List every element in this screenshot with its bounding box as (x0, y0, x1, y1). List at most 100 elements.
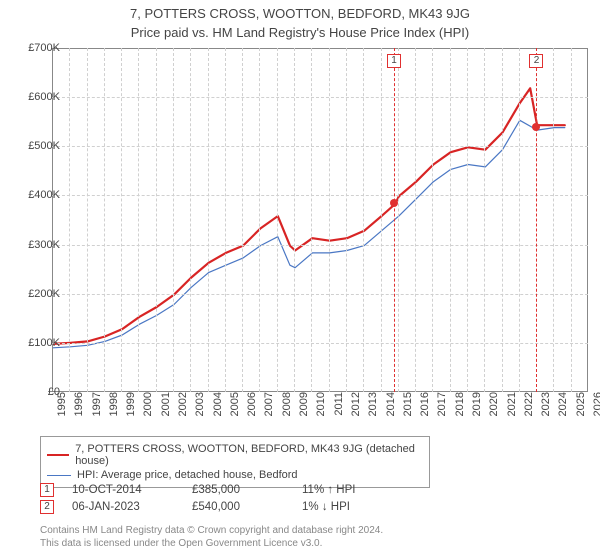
gridline-h (52, 343, 588, 344)
gridline-v (311, 48, 312, 392)
x-tick-label: 2009 (298, 392, 310, 426)
y-tick-label: £0 (10, 386, 60, 398)
series-hpi-line (53, 120, 565, 347)
x-tick-label: 1997 (91, 392, 103, 426)
gridline-v (173, 48, 174, 392)
x-tick-label: 2012 (350, 392, 362, 426)
gridline-v (190, 48, 191, 392)
sale-marker-box: 1 (387, 54, 401, 68)
x-tick-label: 2020 (488, 392, 500, 426)
gridline-v (138, 48, 139, 392)
gridline-v (294, 48, 295, 392)
x-tick-label: 2003 (194, 392, 206, 426)
gridline-h (52, 195, 588, 196)
x-tick-label: 2007 (263, 392, 275, 426)
x-tick-label: 2015 (402, 392, 414, 426)
x-tick-label: 2025 (575, 392, 587, 426)
gridline-v (69, 48, 70, 392)
gridline-v (398, 48, 399, 392)
chart-title: 7, POTTERS CROSS, WOOTTON, BEDFORD, MK43… (0, 6, 600, 21)
sale-delta: 1% ↓ HPI (302, 501, 402, 513)
sale-delta: 11% ↑ HPI (302, 484, 402, 496)
gridline-h (52, 146, 588, 147)
gridline-v (121, 48, 122, 392)
y-tick-label: £100K (10, 337, 60, 349)
chart-container: 7, POTTERS CROSS, WOOTTON, BEDFORD, MK43… (0, 0, 600, 560)
sale-price: £385,000 (192, 484, 302, 496)
sale-marker-dot (390, 199, 398, 207)
gridline-v (346, 48, 347, 392)
x-tick-label: 1999 (125, 392, 137, 426)
table-row: 2 06-JAN-2023 £540,000 1% ↓ HPI (40, 500, 402, 514)
sale-date: 06-JAN-2023 (72, 501, 192, 513)
sale-marker-box: 2 (529, 54, 543, 68)
legend-row: 7, POTTERS CROSS, WOOTTON, BEDFORD, MK43… (47, 443, 423, 467)
sale-marker-icon: 1 (40, 483, 54, 497)
plot-area (52, 48, 588, 392)
gridline-v (363, 48, 364, 392)
gridline-h (52, 245, 588, 246)
legend-swatch (47, 475, 71, 476)
x-tick-label: 2016 (419, 392, 431, 426)
x-tick-label: 2023 (540, 392, 552, 426)
gridline-v (415, 48, 416, 392)
x-tick-label: 2008 (281, 392, 293, 426)
y-tick-label: £300K (10, 239, 60, 251)
footer-line: Contains HM Land Registry data © Crown c… (40, 524, 383, 537)
x-tick-label: 2002 (177, 392, 189, 426)
y-tick-label: £200K (10, 288, 60, 300)
x-tick-label: 1996 (73, 392, 85, 426)
gridline-v (242, 48, 243, 392)
table-row: 1 10-OCT-2014 £385,000 11% ↑ HPI (40, 483, 402, 497)
gridline-v (502, 48, 503, 392)
legend-swatch (47, 454, 69, 456)
x-tick-label: 2005 (229, 392, 241, 426)
sale-price: £540,000 (192, 501, 302, 513)
gridline-v (571, 48, 572, 392)
gridline-v (329, 48, 330, 392)
gridline-v (381, 48, 382, 392)
x-tick-label: 1998 (108, 392, 120, 426)
x-tick-label: 2004 (212, 392, 224, 426)
x-tick-label: 2019 (471, 392, 483, 426)
x-tick-label: 2000 (142, 392, 154, 426)
gridline-v (259, 48, 260, 392)
x-tick-label: 2013 (367, 392, 379, 426)
gridline-v (104, 48, 105, 392)
sale-date: 10-OCT-2014 (72, 484, 192, 496)
gridline-v (519, 48, 520, 392)
gridline-v (208, 48, 209, 392)
x-tick-label: 2022 (523, 392, 535, 426)
y-tick-label: £600K (10, 91, 60, 103)
x-tick-label: 2010 (315, 392, 327, 426)
sale-marker-icon: 2 (40, 500, 54, 514)
series-subject-line (53, 88, 565, 344)
x-tick-label: 2017 (436, 392, 448, 426)
titles: 7, POTTERS CROSS, WOOTTON, BEDFORD, MK43… (0, 0, 600, 40)
x-tick-label: 2024 (557, 392, 569, 426)
sales-table: 1 10-OCT-2014 £385,000 11% ↑ HPI 2 06-JA… (40, 480, 402, 517)
gridline-v (467, 48, 468, 392)
x-tick-label: 2014 (385, 392, 397, 426)
x-tick-label: 2001 (160, 392, 172, 426)
chart-subtitle: Price paid vs. HM Land Registry's House … (0, 25, 600, 40)
gridline-v (87, 48, 88, 392)
footer-line: This data is licensed under the Open Gov… (40, 537, 383, 550)
gridline-h (52, 294, 588, 295)
x-tick-label: 2006 (246, 392, 258, 426)
y-tick-label: £700K (10, 42, 60, 54)
x-tick-label: 1995 (56, 392, 68, 426)
gridline-h (52, 97, 588, 98)
gridline-v (553, 48, 554, 392)
sale-marker-vline (536, 48, 537, 392)
x-tick-label: 2026 (592, 392, 600, 426)
x-tick-label: 2018 (454, 392, 466, 426)
gridline-v (450, 48, 451, 392)
gridline-v (156, 48, 157, 392)
gridline-v (225, 48, 226, 392)
sale-marker-vline (394, 48, 395, 392)
gridline-v (484, 48, 485, 392)
y-tick-label: £500K (10, 140, 60, 152)
legend-label: 7, POTTERS CROSS, WOOTTON, BEDFORD, MK43… (75, 443, 423, 467)
x-tick-label: 2021 (506, 392, 518, 426)
